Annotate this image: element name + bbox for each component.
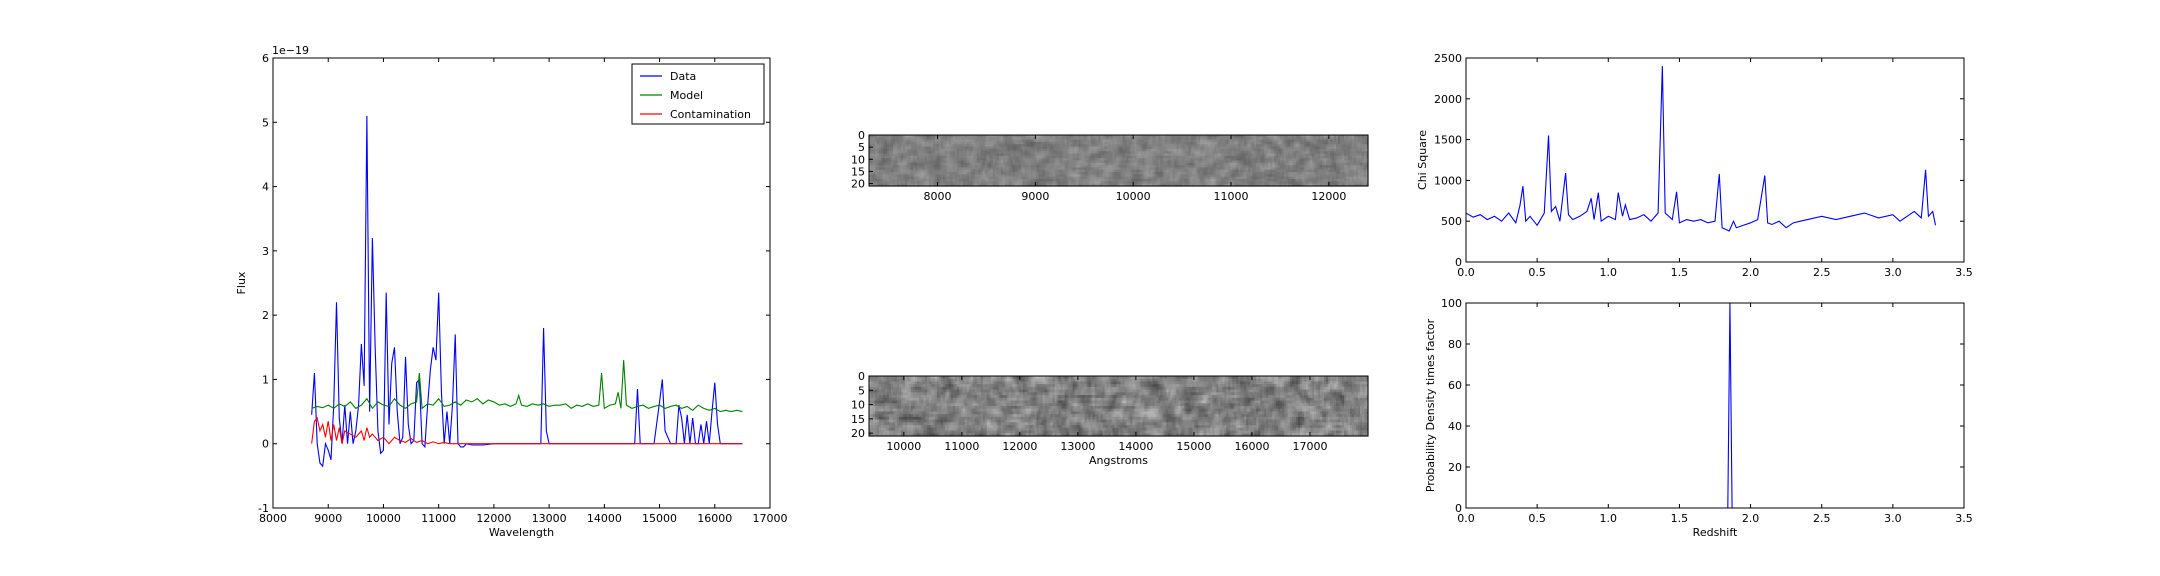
image-pixels bbox=[869, 135, 1369, 187]
x-tick-label: 3.0 bbox=[1884, 512, 1902, 525]
x-tick-label: 15000 bbox=[642, 512, 677, 525]
y-tick-label: 40 bbox=[1448, 420, 1462, 433]
x-tick-label: 11000 bbox=[944, 440, 979, 453]
x-tick-label: 12000 bbox=[1002, 440, 1037, 453]
x-tick-label: 3.0 bbox=[1884, 266, 1902, 279]
chi-square-plot: 0.0 0.5 1.0 1.5 2.0 2.5 3.0 3.5 0 500 1000 1500 2000… bbox=[1416, 52, 1973, 279]
y-tick-label: 5 bbox=[858, 384, 865, 397]
x-tick-label: 10000 bbox=[366, 512, 401, 525]
x-axis-label: Wavelength bbox=[489, 526, 554, 539]
legend-label-data: Data bbox=[670, 70, 696, 83]
spectrum-offset-label: 1e−19 bbox=[272, 44, 309, 57]
y-tick-label: 2500 bbox=[1434, 52, 1462, 65]
x-tick-label: 11000 bbox=[421, 512, 456, 525]
y-tick-label: 15 bbox=[851, 165, 865, 178]
x-tick-label: 1.0 bbox=[1600, 512, 1618, 525]
x-tick-label: 3.5 bbox=[1955, 512, 1973, 525]
y-axis-label: Flux bbox=[235, 271, 248, 294]
x-tick-label: 14000 bbox=[1118, 440, 1153, 453]
plot-frame bbox=[868, 134, 1369, 187]
y-tick-label: 2000 bbox=[1434, 93, 1462, 106]
y-tick-label: 60 bbox=[1448, 379, 1462, 392]
probability-density-plot: 0.0 0.5 1.0 1.5 2.0 2.5 3.0 3.5 0 20 40 60 80 100 Reds… bbox=[1424, 297, 1973, 539]
x-tick-label: 10000 bbox=[1116, 190, 1151, 203]
plot-frame bbox=[1465, 57, 1965, 263]
x-axis-label: Angstroms bbox=[1089, 454, 1148, 467]
series-line-data bbox=[311, 115, 743, 468]
y-tick-label: 0 bbox=[1455, 256, 1462, 269]
y-axis-label: Probability Density times factor bbox=[1424, 318, 1437, 492]
legend-label-model: Model bbox=[670, 89, 703, 102]
y-tick-label: 0 bbox=[858, 129, 865, 142]
x-tick-label: 10000 bbox=[886, 440, 921, 453]
x-tick-label: 0.0 bbox=[1457, 266, 1475, 279]
x-tick-label: 1.0 bbox=[1600, 266, 1618, 279]
y-tick-label: 3 bbox=[262, 245, 269, 258]
x-axis-label: Redshift bbox=[1693, 526, 1738, 539]
y-tick-label: 80 bbox=[1448, 338, 1462, 351]
legend: Data Model Contamination bbox=[631, 63, 765, 125]
y-tick-label: 1000 bbox=[1434, 174, 1462, 187]
y-tick-label: 100 bbox=[1441, 297, 1462, 310]
y-tick-label: 20 bbox=[851, 427, 865, 440]
x-tick-label: 12000 bbox=[476, 512, 511, 525]
y-axis-label: Chi Square bbox=[1416, 130, 1429, 190]
x-tick-label: 13000 bbox=[1060, 440, 1095, 453]
y-tick-label: 500 bbox=[1441, 215, 1462, 228]
y-tick-label: 20 bbox=[851, 178, 865, 191]
series-line-model bbox=[311, 360, 743, 413]
x-tick-label: 0.5 bbox=[1528, 266, 1546, 279]
x-tick-label: 2.5 bbox=[1813, 512, 1831, 525]
y-tick-label: 6 bbox=[262, 52, 269, 65]
y-tick-label: 2 bbox=[262, 309, 269, 322]
x-tick-label: 16000 bbox=[697, 512, 732, 525]
series-line-0 bbox=[1466, 66, 1937, 232]
x-tick-label: 1.5 bbox=[1671, 512, 1689, 525]
x-tick-label: 0.0 bbox=[1457, 512, 1475, 525]
y-tick-label: 1500 bbox=[1434, 134, 1462, 147]
y-tick-label: 0 bbox=[262, 438, 269, 451]
x-tick-label: 9000 bbox=[314, 512, 342, 525]
x-tick-label: 15000 bbox=[1176, 440, 1211, 453]
x-tick-label: 14000 bbox=[587, 512, 622, 525]
y-tick-label: 20 bbox=[1448, 461, 1462, 474]
x-tick-label: 0.5 bbox=[1528, 512, 1546, 525]
x-tick-label: 9000 bbox=[1021, 190, 1049, 203]
y-tick-label: 0 bbox=[858, 370, 865, 383]
x-tick-label: 8000 bbox=[259, 512, 287, 525]
spectrum-plot: 8000 9000 10000 11000 12000 13000 14000 15000 16… bbox=[235, 52, 788, 539]
x-tick-label: 8000 bbox=[923, 190, 951, 203]
x-tick-label: 11000 bbox=[1214, 190, 1249, 203]
y-tick-label: -1 bbox=[258, 502, 269, 515]
y-tick-label: 10 bbox=[851, 153, 865, 166]
x-tick-label: 17000 bbox=[753, 512, 788, 525]
y-tick-label: 15 bbox=[851, 413, 865, 426]
x-tick-label: 13000 bbox=[532, 512, 567, 525]
series-line-contamination bbox=[311, 416, 743, 445]
y-tick-label: 4 bbox=[262, 181, 269, 194]
x-tick-label: 12000 bbox=[1311, 190, 1346, 203]
x-tick-label: 2.0 bbox=[1742, 512, 1760, 525]
x-tick-label: 2.5 bbox=[1813, 266, 1831, 279]
x-tick-label: 2.0 bbox=[1742, 266, 1760, 279]
x-tick-label: 1.5 bbox=[1671, 266, 1689, 279]
y-tick-label: 0 bbox=[1455, 502, 1462, 515]
y-tick-label: 5 bbox=[262, 116, 269, 129]
y-tick-label: 10 bbox=[851, 399, 865, 412]
plot-frame bbox=[272, 57, 771, 509]
image-pixels bbox=[869, 376, 1369, 437]
plot-frame bbox=[1465, 302, 1965, 509]
x-tick-label: 3.5 bbox=[1955, 266, 1973, 279]
y-tick-label: 1 bbox=[262, 373, 269, 386]
plot-frame bbox=[868, 375, 1369, 437]
spectrum-image-bottom: 10000 11000 12000 13000 14000 15000 16000 17000… bbox=[851, 370, 1369, 467]
x-tick-label: 16000 bbox=[1234, 440, 1269, 453]
x-tick-label: 17000 bbox=[1292, 440, 1327, 453]
legend-label-contamination: Contamination bbox=[670, 108, 751, 121]
y-tick-label: 5 bbox=[858, 141, 865, 154]
